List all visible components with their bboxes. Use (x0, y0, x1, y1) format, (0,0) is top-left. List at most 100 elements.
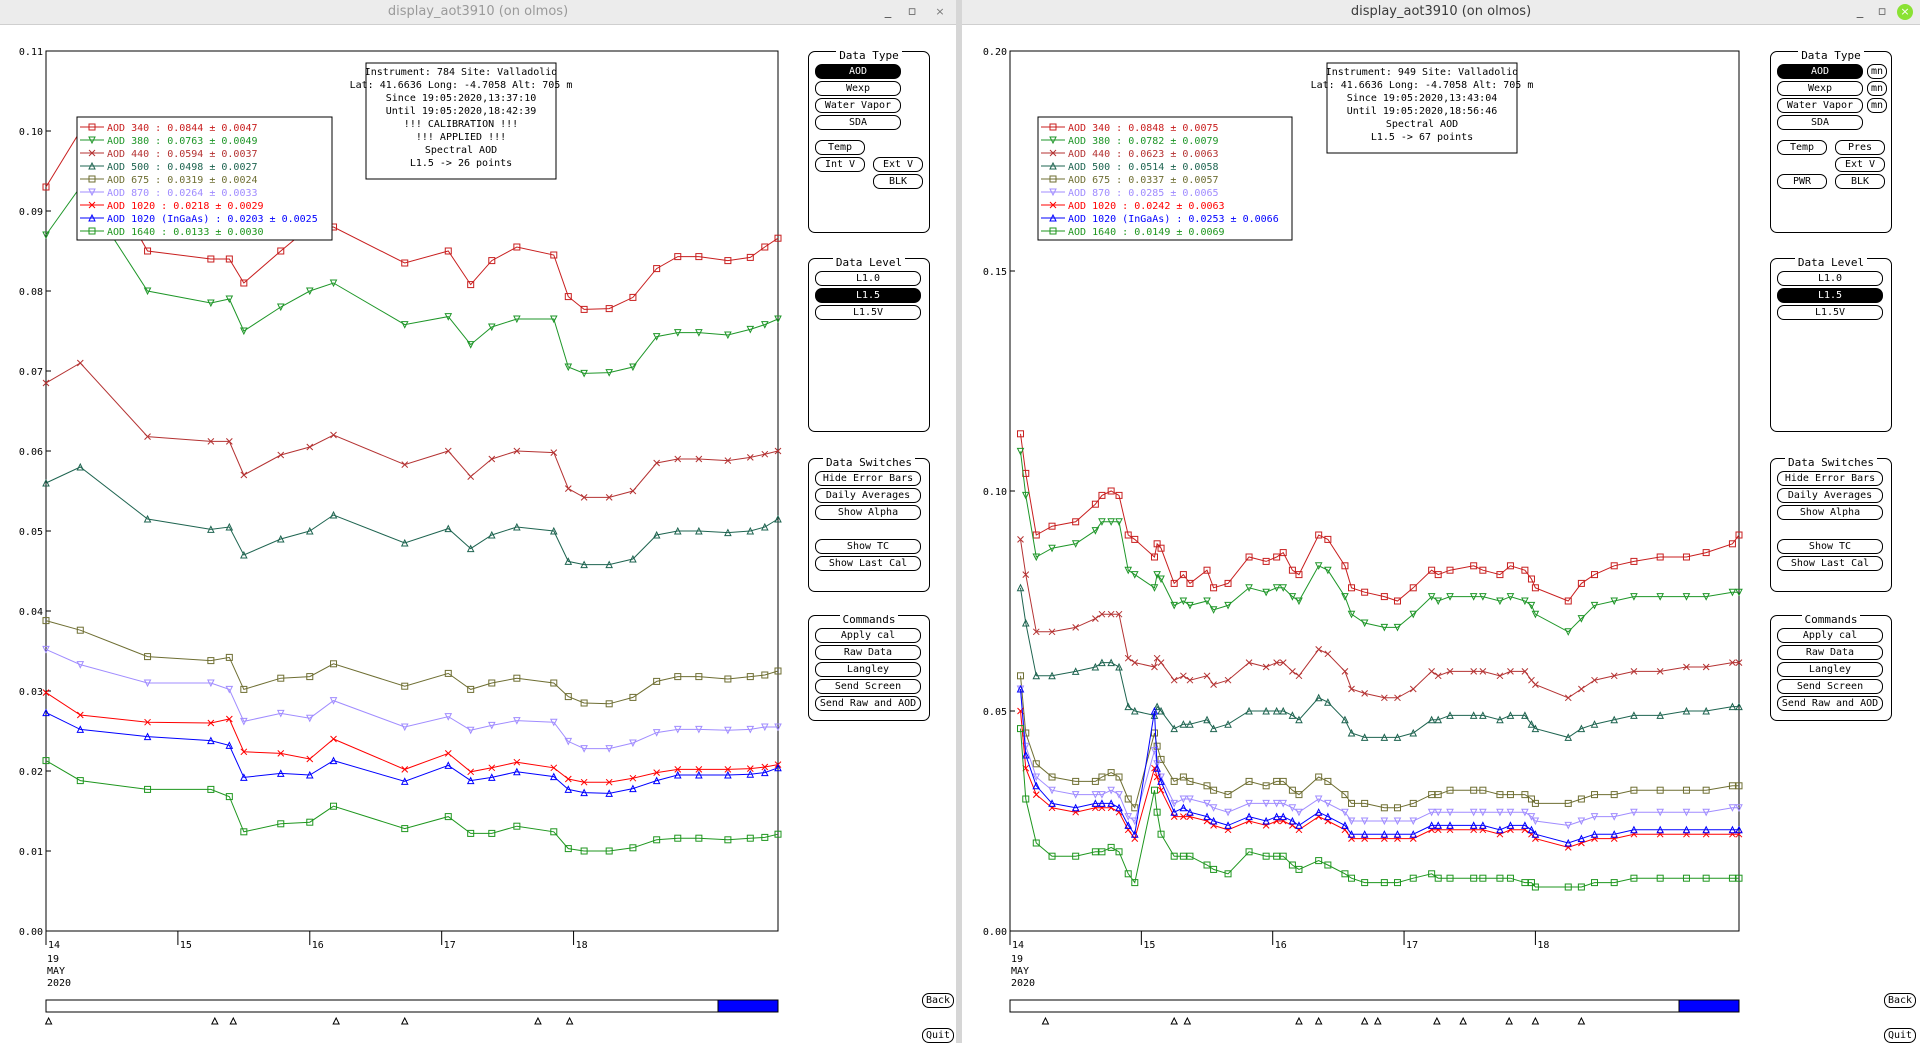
triangle-up-marker (1115, 803, 1123, 812)
square-marker (1506, 791, 1514, 799)
maximize-icon[interactable]: ▫ (1877, 4, 1887, 19)
square-marker (488, 679, 496, 687)
triangle-up-marker (1496, 715, 1504, 724)
event-marker (44, 1016, 53, 1025)
close-icon[interactable]: × (935, 5, 945, 18)
ext-v-button[interactable]: Ext V (1835, 157, 1885, 172)
hide-error-bars-button[interactable]: Hide Error Bars (1777, 471, 1883, 486)
x-marker (401, 461, 409, 468)
back-button[interactable]: Back (1884, 993, 1916, 1008)
level-l1-5v-button[interactable]: L1.5V (815, 305, 921, 320)
panel-title: Data Type (836, 49, 902, 62)
legend-entry: AOD 1020 (InGaAs) : 0.0203 ± 0.0025 (107, 214, 318, 225)
show-alpha-button[interactable]: Show Alpha (815, 505, 921, 520)
square-marker (1434, 874, 1442, 882)
level-l1-5-button[interactable]: L1.5 (1777, 288, 1883, 303)
show-tc-button[interactable]: Show TC (1777, 539, 1883, 554)
ext-v-button[interactable]: Ext V (873, 157, 923, 172)
x-marker (1131, 835, 1139, 842)
raw-data-button[interactable]: Raw Data (1777, 645, 1883, 660)
square-marker (1273, 553, 1281, 561)
show-last-cal-button[interactable]: Show Last Cal (815, 556, 921, 571)
langley-button[interactable]: Langley (1777, 662, 1883, 677)
data-type-sda-button[interactable]: SDA (815, 115, 901, 130)
x-marker (1151, 663, 1158, 671)
send-raw-and-aod-button[interactable]: Send Raw and AOD (815, 696, 921, 711)
int-v-button[interactable]: Int V (815, 157, 865, 172)
square-marker (1702, 874, 1710, 882)
level-l1-5-button[interactable]: L1.5 (815, 288, 921, 303)
square-marker (42, 757, 50, 765)
apply-cal-button[interactable]: Apply cal (1777, 628, 1883, 643)
pwr-button[interactable]: PWR (1777, 174, 1827, 189)
square-marker (1115, 773, 1123, 781)
temp-button[interactable]: Temp (815, 140, 865, 155)
x-marker (1656, 668, 1664, 675)
close-icon[interactable]: × (1897, 4, 1913, 20)
event-marker (1531, 1016, 1540, 1025)
apply-cal-button[interactable]: Apply cal (815, 628, 921, 643)
legend-entry: AOD 440 : 0.0623 ± 0.0063 (1068, 149, 1219, 160)
daily-averages-button[interactable]: Daily Averages (815, 488, 921, 503)
minimize-icon[interactable]: _ (884, 4, 892, 19)
square-marker (1131, 879, 1139, 887)
temp-button[interactable]: Temp (1777, 140, 1827, 155)
data-type-aod-button[interactable]: AOD (815, 64, 901, 79)
x-marker (724, 766, 732, 773)
data-type-wexp-button[interactable]: Wexp (815, 81, 901, 96)
x-marker (1180, 672, 1187, 680)
square-marker (1446, 786, 1454, 794)
data-type-aod-button[interactable]: AOD (1777, 64, 1863, 79)
triangle-down-marker (1682, 808, 1691, 817)
x-marker (550, 764, 558, 772)
triangle-down-marker (1091, 527, 1100, 535)
blk-button[interactable]: BLK (1835, 174, 1885, 189)
series-7 (42, 708, 782, 797)
daily-averages-button[interactable]: Daily Averages (1777, 488, 1883, 503)
triangle-down-marker (1656, 808, 1664, 817)
triangle-up-marker (1590, 720, 1599, 728)
x-marker (76, 359, 84, 367)
send-screen-button[interactable]: Send Screen (1777, 679, 1883, 694)
window-titlebar[interactable]: display_aot3910 (on olmos) _ ▫ × (962, 0, 1920, 25)
quit-button[interactable]: Quit (922, 1028, 954, 1043)
blk-button[interactable]: BLK (873, 174, 923, 189)
pres-button[interactable]: Pres (1835, 140, 1885, 155)
x-marker (144, 718, 151, 726)
langley-button[interactable]: Langley (815, 662, 921, 677)
triangle-up-marker (1157, 777, 1165, 785)
minimize-icon[interactable]: _ (1856, 4, 1864, 19)
send-screen-button[interactable]: Send Screen (815, 679, 921, 694)
data-type-wexp-button[interactable]: Wexp (1777, 81, 1863, 96)
mn-button[interactable]: mn (1867, 98, 1887, 113)
hide-error-bars-button[interactable]: Hide Error Bars (815, 471, 921, 486)
window-titlebar[interactable]: display_aot3910 (on olmos) _ ▫ × (0, 0, 956, 25)
raw-data-button[interactable]: Raw Data (815, 645, 921, 660)
triangle-up-marker (143, 732, 152, 741)
triangle-down-marker (513, 315, 521, 324)
triangle-down-marker (1170, 601, 1178, 610)
level-l1-5v-button[interactable]: L1.5V (1777, 305, 1883, 320)
aod-chart-instrument-784[interactable]: 0.00 0.01 0.02 0.03 0.04 0.05 0.06 0.07 0.08 0.09… (0, 24, 956, 1043)
show-last-cal-button[interactable]: Show Last Cal (1777, 556, 1883, 571)
send-raw-and-aod-button[interactable]: Send Raw and AOD (1777, 696, 1883, 711)
data-type-sda-button[interactable]: SDA (1777, 115, 1863, 130)
data-type-water-vapor-button[interactable]: Water Vapor (1777, 98, 1863, 113)
quit-button[interactable]: Quit (1884, 1028, 1916, 1043)
level-l1-0-button[interactable]: L1.0 (1777, 271, 1883, 286)
level-l1-0-button[interactable]: L1.0 (815, 271, 921, 286)
square-marker (1279, 852, 1287, 860)
event-marker (1314, 1016, 1323, 1025)
square-marker (1610, 562, 1618, 570)
show-alpha-button[interactable]: Show Alpha (1777, 505, 1883, 520)
back-button[interactable]: Back (922, 993, 954, 1008)
triangle-down-marker (444, 713, 453, 721)
mn-button[interactable]: mn (1867, 64, 1887, 79)
x-marker (1507, 668, 1514, 675)
square-marker (1361, 879, 1369, 887)
mn-button[interactable]: mn (1867, 81, 1887, 96)
maximize-icon[interactable]: ▫ (907, 4, 917, 19)
data-type-water-vapor-button[interactable]: Water Vapor (815, 98, 901, 113)
show-tc-button[interactable]: Show TC (815, 539, 921, 554)
